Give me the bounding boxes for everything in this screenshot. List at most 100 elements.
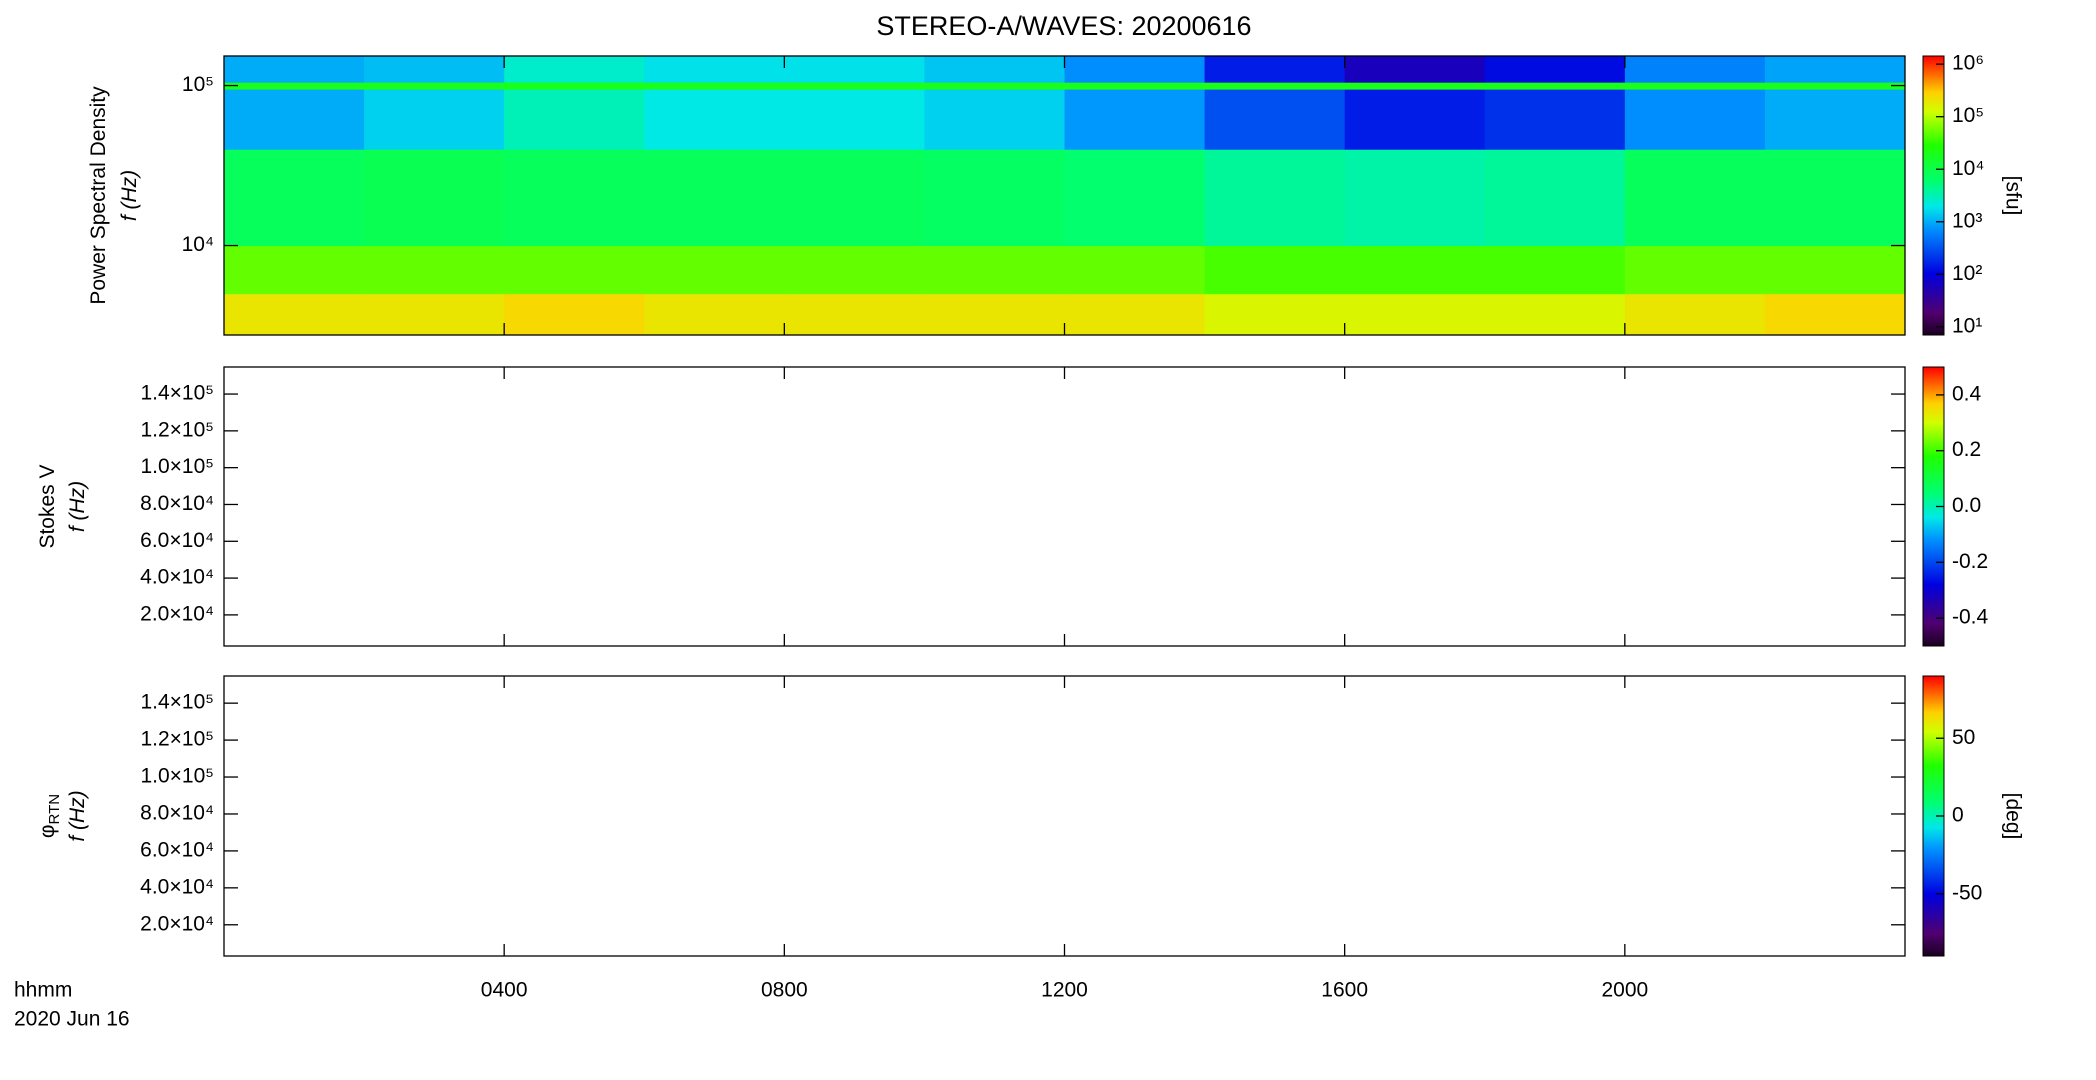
heatmap-cell [1624,82,1766,90]
heatmap-cell [644,89,785,150]
heatmap-cell [1624,89,1766,150]
heatmap-cell [1344,89,1486,150]
y-axis-label: f (Hz) [118,170,141,221]
heatmap-cell [224,245,365,295]
heatmap-cell [224,56,365,83]
y-tick-label: 8.0×10⁴ [140,802,214,825]
heatmap-cell [224,149,365,247]
heatmap-cell [1344,149,1486,247]
heatmap-cell [504,82,645,90]
heatmap-cell [924,89,1065,150]
y-axis-label-text: φ [36,824,59,838]
y-tick-label: 4.0×10⁴ [140,566,214,589]
y-axis-label: Power Spectral Density [87,86,110,305]
y-axis-label: φRTN [36,794,63,838]
heatmap-cell [1624,245,1766,295]
colorbar-tick-label: -0.4 [1952,606,1989,629]
colorbar-tick-label: 0.0 [1952,494,1981,517]
y-axis-label-text: Power Spectral Density [87,86,110,305]
colorbar [1922,55,1945,336]
heatmap-cell [924,82,1065,90]
heatmap-cell [1484,89,1626,150]
heatmap-cell [224,89,365,150]
heatmap-cell [1764,293,1906,336]
x-tick-label: 1200 [1041,979,1088,1002]
colorbar-tick-label: 10⁵ [1952,104,1984,127]
heatmap-cell [1344,82,1486,90]
heatmap-cell [784,149,925,247]
heatmap-cell [784,245,925,295]
heatmap-cell [784,56,925,83]
y-axis-label-sub: RTN [46,794,63,825]
colorbar-tick-label: -0.2 [1952,550,1988,573]
y-tick-label: 1.0×10⁵ [140,455,214,478]
heatmap-cell [644,293,785,336]
heatmap-cell [364,245,505,295]
heatmap-cell [1064,245,1206,295]
heatmap-cell [1764,82,1906,90]
heatmap-cell [1064,56,1206,83]
y-axis-label: f (Hz) [66,790,89,841]
heatmap-cell [224,293,365,336]
heatmap-cell [784,293,925,336]
heatmap-cell [504,245,645,295]
y-tick-label: 1.2×10⁵ [140,728,214,751]
colorbar-tick-label: 0.4 [1952,382,1982,405]
x-label: 2020 Jun 16 [14,1008,130,1031]
heatmap-cell [1204,245,1346,295]
y-tick-label: 2.0×10⁴ [140,912,214,935]
colorbar-tick-label: 10³ [1952,209,1982,232]
heatmap-cell [644,56,785,83]
heatmap-cell [224,82,365,90]
x-tick-label: 0400 [481,979,528,1002]
heatmap-cell [1764,56,1906,83]
colorbar-tick-label: -50 [1952,881,1982,904]
heatmap-cell [924,149,1065,247]
heatmap-cell [924,56,1065,83]
y-tick-label: 1.4×10⁵ [140,382,214,405]
heatmap-cell [364,293,505,336]
colorbar-tick-label: 10¹ [1952,314,1982,337]
heatmap-cell [1204,149,1346,247]
heatmap-cell [1624,56,1766,83]
y-tick-label: 1.4×10⁵ [140,691,214,714]
heatmap-cell [1344,56,1486,83]
y-tick-label: 1.2×10⁵ [140,418,214,441]
heatmap-cell [1764,149,1906,247]
heatmap-cell [1764,245,1906,295]
x-tick-label: 0800 [761,979,808,1002]
y-tick-label: 6.0×10⁴ [140,838,214,861]
y-tick-label: 4.0×10⁴ [140,875,214,898]
colorbar-tick-label: 50 [1952,726,1975,749]
heatmap-cell [364,149,505,247]
y-axis-label-text: f (Hz) [66,790,89,841]
colorbar-label: [sfu] [2001,176,2024,216]
heatmap-cell [1484,56,1626,83]
heatmap-cell [1204,89,1346,150]
y-tick-label: 10⁵ [182,73,214,96]
y-axis-label: f (Hz) [66,481,89,532]
heatmap-cell [1484,293,1626,336]
heatmap-cell [504,149,645,247]
heatmap-cell [504,89,645,150]
heatmap-cell [644,149,785,247]
y-axis-label-text: f (Hz) [118,170,141,221]
y-tick-label: 2.0×10⁴ [140,602,214,625]
y-axis-label-text: f (Hz) [66,481,89,532]
heatmap-cell [784,82,925,90]
heatmap-cell [1064,89,1206,150]
heatmap-cell [1624,149,1766,247]
y-tick-label: 8.0×10⁴ [140,492,214,515]
heatmap-cell [1484,149,1626,247]
heatmap-cell [1064,149,1206,247]
colorbar-tick-label: 0 [1952,804,1964,827]
colorbar-tick-label: 0.2 [1952,438,1981,461]
heatmap-cell [364,89,505,150]
y-axis-label: Stokes V [36,464,59,548]
heatmap-cell [1344,293,1486,336]
heatmap-cell [644,82,785,90]
heatmap-cell [1484,245,1626,295]
y-tick-label: 1.0×10⁵ [140,765,214,788]
heatmap-cell [1064,82,1206,90]
